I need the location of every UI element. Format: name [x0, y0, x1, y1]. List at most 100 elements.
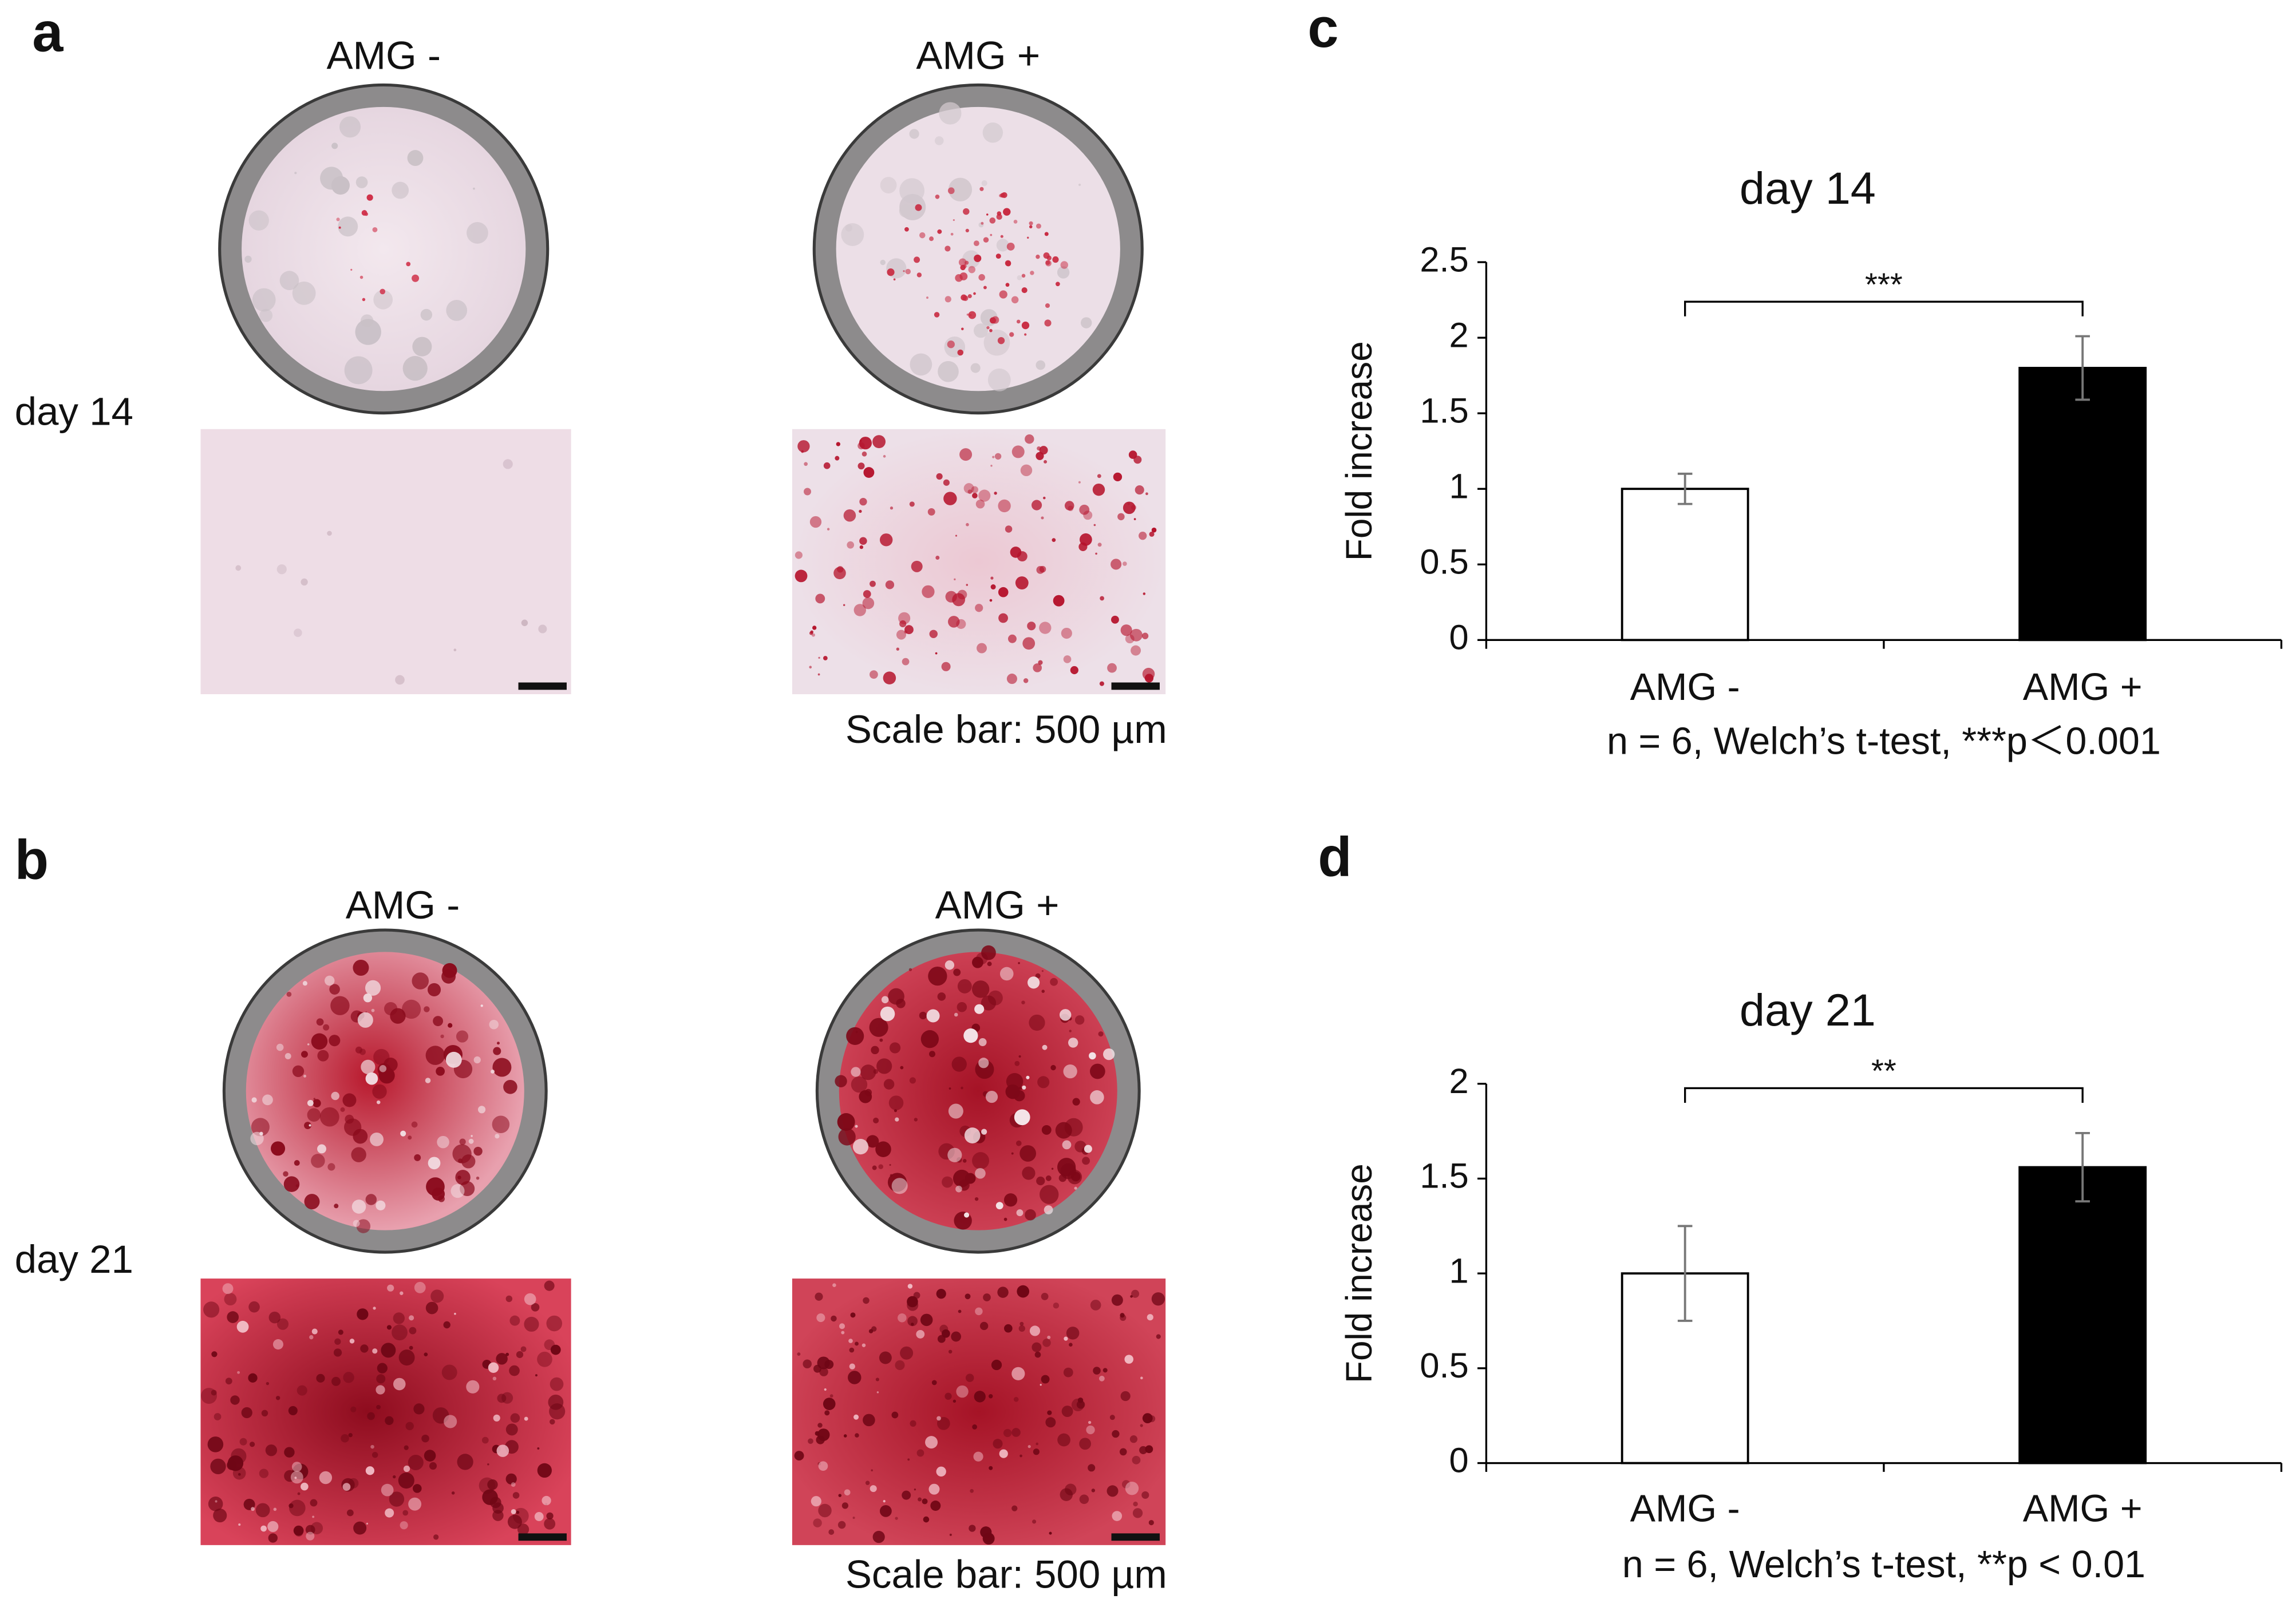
speckle [989, 328, 993, 333]
speckle [537, 1447, 540, 1450]
speckle [957, 1002, 967, 1012]
speckle [963, 1028, 978, 1043]
speckle [371, 1008, 375, 1012]
speckle [875, 1141, 891, 1157]
speckle [400, 1130, 406, 1137]
speckle [953, 1169, 971, 1188]
speckle [351, 1147, 366, 1162]
speckle [1061, 627, 1072, 639]
speckle [1034, 1351, 1041, 1358]
speckle [896, 630, 906, 640]
speckle [283, 1171, 289, 1177]
speckle [237, 1371, 240, 1374]
speckle [393, 1312, 405, 1324]
speckle [466, 1380, 480, 1394]
speckle [452, 1144, 472, 1163]
speckle [1027, 236, 1029, 239]
speckle [493, 1047, 501, 1055]
speckle [1028, 976, 1040, 989]
speckle [981, 1129, 987, 1135]
speckle [1135, 485, 1144, 495]
speckle [945, 296, 951, 303]
speckle [872, 1165, 877, 1170]
speckle [400, 1291, 404, 1295]
speckle [468, 1138, 474, 1144]
speckle [1032, 1342, 1042, 1352]
speckle [919, 232, 926, 239]
speckle [225, 1378, 232, 1385]
speckle [1015, 1140, 1022, 1146]
speckle [364, 212, 368, 216]
speckle [965, 1173, 976, 1184]
dish-photo [839, 952, 1117, 1230]
significance-bracket [1684, 1087, 2084, 1103]
speckle [342, 1093, 357, 1107]
speckle [241, 1407, 252, 1419]
speckle [323, 1024, 330, 1031]
photo-layer [200, 83, 1166, 1545]
speckle [531, 1303, 540, 1312]
speckle [467, 222, 488, 244]
speckle [957, 349, 963, 356]
speckle [1044, 232, 1049, 236]
speckle [853, 604, 867, 616]
speckle [355, 319, 381, 345]
speckle [313, 1099, 321, 1108]
speckle [304, 1194, 320, 1210]
speckle [868, 1329, 874, 1333]
speckle [862, 597, 875, 609]
speckle [817, 673, 820, 676]
speckle [492, 1115, 510, 1134]
speckle [211, 1390, 217, 1396]
speckle [365, 980, 381, 996]
speckle [505, 1473, 517, 1485]
speckle [995, 254, 1001, 259]
speckle [1060, 261, 1068, 269]
speckle [883, 455, 886, 458]
speckle [244, 255, 252, 263]
speckle [451, 1491, 455, 1495]
speckle [344, 356, 373, 385]
speckle [890, 506, 894, 510]
speckle [305, 1525, 315, 1535]
speckle [948, 1349, 953, 1354]
speckle [357, 1308, 369, 1320]
speckle [444, 1415, 457, 1428]
speckle [870, 670, 878, 679]
speckle [1103, 1048, 1115, 1060]
speckle [898, 1313, 907, 1323]
speckle [863, 1414, 875, 1427]
speckle [961, 294, 967, 301]
speckle [963, 1159, 967, 1163]
speckle [372, 1084, 387, 1099]
speckle [289, 1499, 306, 1517]
speckle [1098, 1031, 1104, 1037]
speckle [1025, 1209, 1036, 1221]
speckle [871, 1469, 873, 1471]
speckle [951, 1331, 961, 1342]
speckle [1043, 252, 1050, 259]
speckle [316, 1373, 325, 1383]
speckle [351, 1200, 366, 1214]
speckle [317, 1144, 326, 1154]
speckle [1141, 632, 1149, 639]
speckle [914, 1118, 918, 1122]
speckle [537, 1351, 552, 1367]
speckle [910, 1420, 916, 1427]
speckle [1029, 221, 1033, 225]
speckle [890, 1174, 893, 1177]
speckle [1125, 634, 1135, 644]
speckle [1003, 1217, 1007, 1221]
speckle [1045, 1175, 1052, 1181]
speckle [824, 1388, 827, 1391]
speckle [1140, 1376, 1143, 1380]
speckle [457, 1175, 461, 1179]
speckle [1131, 645, 1141, 656]
speckle [1130, 1295, 1133, 1298]
speckle [1078, 542, 1088, 551]
speckle [966, 313, 969, 316]
speckle [931, 1380, 937, 1386]
speckle [203, 1301, 220, 1318]
speckle [546, 1315, 563, 1332]
speckle [813, 1518, 822, 1527]
